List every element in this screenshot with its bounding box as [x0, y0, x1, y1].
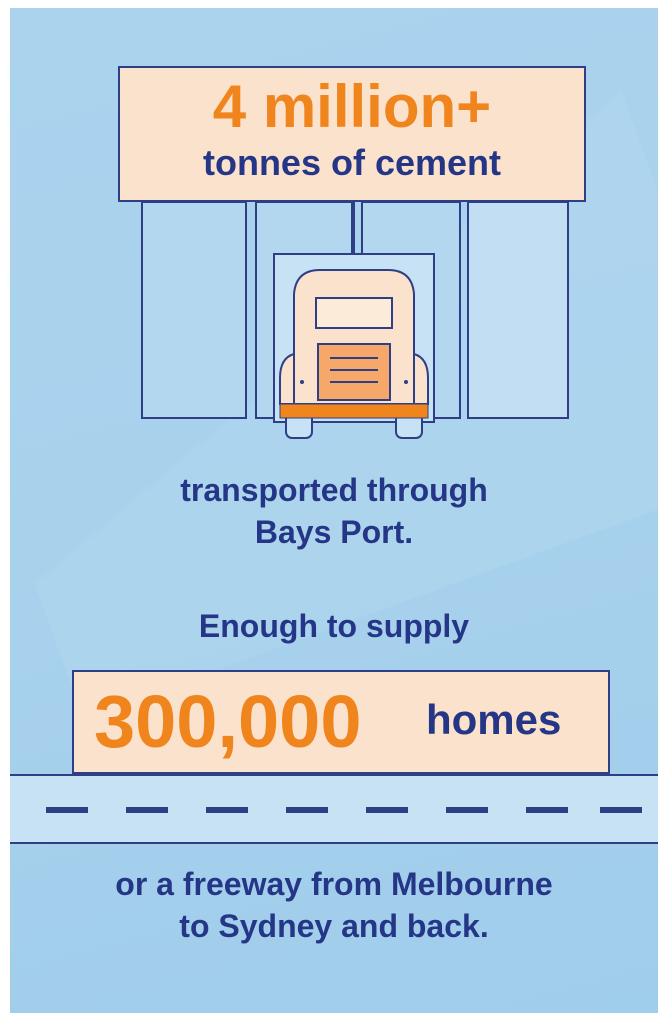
- supply-intro: Enough to supply: [198, 608, 470, 644]
- warehouse-icon: [141, 201, 569, 439]
- road-dash: [126, 807, 168, 813]
- road-dash: [600, 807, 642, 813]
- road-icon: [10, 774, 658, 844]
- road-dash: [526, 807, 568, 813]
- headline-banner: 4 million+ tonnes of cement: [118, 66, 586, 202]
- freeway-line-2: to Sydney and back.: [179, 908, 489, 944]
- supply-box: 300,000 homes: [72, 670, 610, 774]
- road-dash: [446, 807, 488, 813]
- road-dash: [46, 807, 88, 813]
- road-dash: [286, 807, 328, 813]
- infographic-card: 4 million+ tonnes of cement transported …: [10, 8, 658, 1013]
- road-dash: [366, 807, 408, 813]
- transport-line-1: transported through: [180, 472, 488, 508]
- headline-unit: tonnes of cement: [202, 142, 502, 183]
- headline-amount: 4 million+: [212, 73, 492, 140]
- transport-line-2: Bays Port.: [254, 514, 414, 550]
- road-dash: [206, 807, 248, 813]
- truck-icon: [279, 269, 429, 439]
- supply-unit: homes: [426, 696, 562, 743]
- freeway-line-1: or a freeway from Melbourne: [115, 866, 553, 902]
- supply-amount: 300,000: [94, 680, 362, 763]
